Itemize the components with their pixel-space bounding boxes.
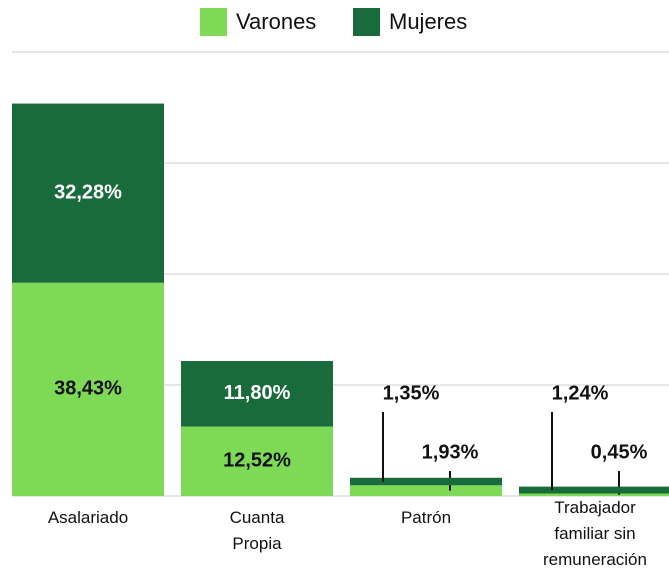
x-tick-label: Asalariado [48, 508, 128, 527]
data-label: 1,24% [552, 382, 609, 404]
bar-segment [519, 486, 669, 494]
bar-segment [12, 282, 164, 496]
x-tick-label: Trabajador familiar sin remuneración [543, 498, 647, 569]
data-label: 12,52% [223, 450, 291, 472]
bar-segment [350, 485, 502, 496]
data-label: 1,35% [383, 382, 440, 404]
bar-segment [12, 103, 164, 283]
bar-segment [181, 426, 333, 496]
legend-swatch [200, 8, 227, 36]
x-tick-label: Patrón [401, 508, 451, 527]
data-label: 32,28% [54, 181, 122, 203]
bar-segment [350, 477, 502, 486]
data-label: 1,93% [422, 441, 479, 463]
legend-swatch [353, 8, 380, 36]
bar-segment [181, 361, 333, 427]
bar-segment [519, 493, 669, 496]
data-label: 11,80% [224, 382, 291, 404]
x-tick-label: Cuanta Propia [230, 508, 285, 553]
data-label: 38,43% [54, 378, 122, 400]
legend-label: Varones [236, 9, 316, 34]
legend-label: Mujeres [389, 9, 467, 34]
data-label: 0,45% [591, 441, 648, 463]
